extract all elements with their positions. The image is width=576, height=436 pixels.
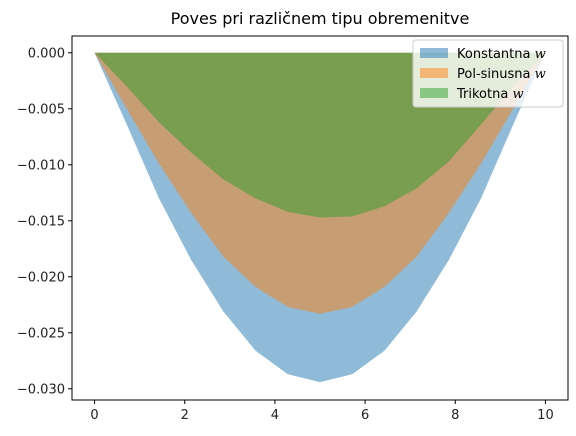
y-tick-label: −0.010: [17, 158, 65, 173]
legend-swatch-1: [420, 48, 448, 58]
chart-title: Poves pri različnem tipu obremenitve: [171, 9, 470, 28]
legend-label-3: Trikotna w: [456, 87, 524, 102]
x-tick-label: 2: [181, 408, 189, 423]
x-tick-label: 6: [361, 408, 369, 423]
y-tick-label: −0.030: [17, 382, 65, 397]
legend-swatch-3: [420, 88, 448, 98]
legend: Konstantna w Pol-sinusna w Trikotna w: [412, 39, 564, 108]
y-tick-label: −0.020: [17, 270, 65, 285]
legend-box: [412, 39, 564, 108]
y-tick-label: −0.015: [17, 214, 65, 229]
x-tick-label: 10: [537, 408, 554, 423]
y-tick-label: −0.005: [17, 102, 65, 117]
x-tick-label: 0: [90, 408, 98, 423]
legend-label-2: Pol-sinusna w: [457, 67, 546, 82]
y-tick-label: 0.000: [28, 46, 65, 61]
y-tick-label: −0.025: [17, 326, 65, 341]
legend-label-1: Konstantna w: [457, 47, 546, 62]
x-tick-label: 4: [271, 408, 279, 423]
plot-frame: [71, 35, 569, 401]
axes: 0 2 4 6 8 10 0.000 −0.005 −0.010 −0.015 −0.020 −0.0…: [17, 46, 554, 423]
legend-swatch-2: [420, 68, 448, 78]
x-tick-label: 8: [451, 408, 459, 423]
